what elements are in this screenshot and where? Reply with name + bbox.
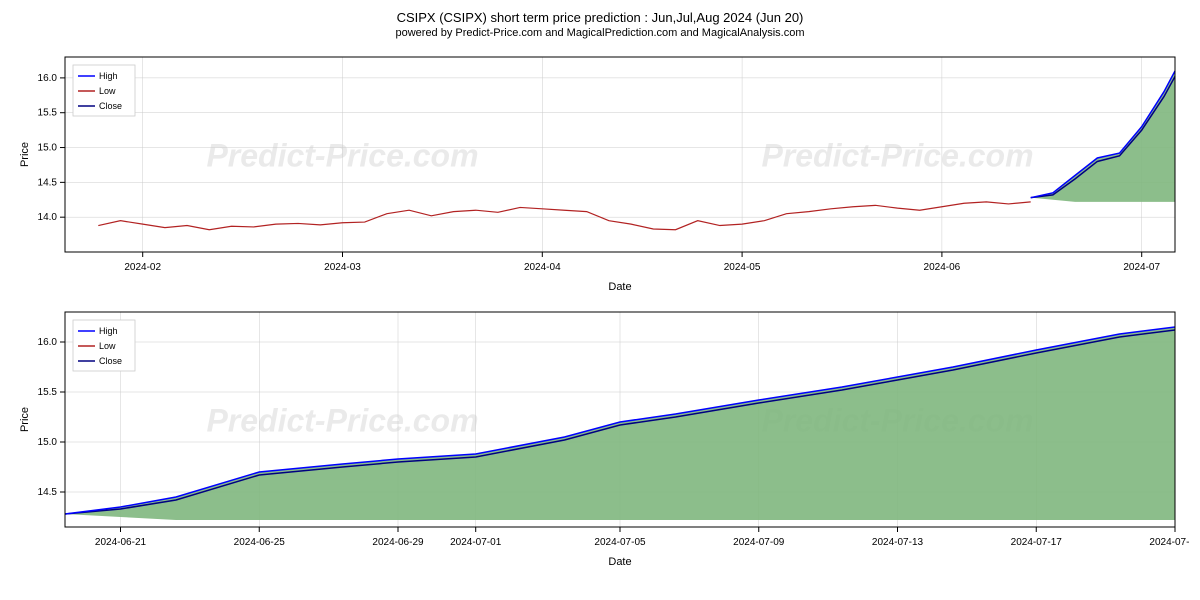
- svg-text:15.0: 15.0: [38, 143, 58, 154]
- svg-text:2024-07: 2024-07: [1123, 262, 1160, 273]
- svg-text:15.5: 15.5: [38, 108, 58, 119]
- svg-text:2024-06-29: 2024-06-29: [372, 537, 424, 548]
- upper-chart: 14.0 14.5 15.0 15.5 16.0 2024-02 2024-03 2024-0…: [10, 47, 1190, 302]
- lower-chart: 14.5 15.0 15.5 16.0 2024-06-21 2024-06-25 2024…: [10, 302, 1190, 577]
- svg-text:15.5: 15.5: [38, 387, 58, 398]
- svg-text:2024-06-25: 2024-06-25: [234, 537, 286, 548]
- svg-text:2024-07-17: 2024-07-17: [1011, 537, 1063, 548]
- svg-text:16.0: 16.0: [38, 337, 58, 348]
- svg-text:16.0: 16.0: [38, 73, 58, 84]
- svg-text:Predict-Price.com: Predict-Price.com: [206, 403, 478, 439]
- chart-title: CSIPX (CSIPX) short term price predictio…: [10, 10, 1190, 25]
- svg-text:High: High: [99, 71, 118, 81]
- svg-text:2024-06-21: 2024-06-21: [95, 537, 147, 548]
- svg-text:Low: Low: [99, 86, 116, 96]
- svg-text:2024-04: 2024-04: [524, 262, 561, 273]
- chart-subtitle: powered by Predict-Price.com and Magical…: [10, 27, 1190, 39]
- svg-text:2024-07-13: 2024-07-13: [872, 537, 924, 548]
- svg-text:Low: Low: [99, 341, 116, 351]
- svg-text:2024-07-05: 2024-07-05: [594, 537, 646, 548]
- svg-text:2024-05: 2024-05: [724, 262, 761, 273]
- svg-text:14.5: 14.5: [38, 177, 58, 188]
- svg-text:2024-07-09: 2024-07-09: [733, 537, 785, 548]
- svg-text:Date: Date: [608, 281, 631, 293]
- svg-text:15.0: 15.0: [38, 437, 58, 448]
- svg-text:2024-07-01: 2024-07-01: [450, 537, 502, 548]
- svg-text:2024-06: 2024-06: [924, 262, 961, 273]
- svg-text:2024-03: 2024-03: [324, 262, 361, 273]
- svg-text:Close: Close: [99, 101, 122, 111]
- svg-text:High: High: [99, 326, 118, 336]
- chart-wrapper: CSIPX (CSIPX) short term price predictio…: [10, 10, 1190, 577]
- svg-text:Price: Price: [19, 142, 31, 167]
- svg-text:Date: Date: [608, 556, 631, 568]
- svg-text:2024-07-21: 2024-07-21: [1149, 537, 1190, 548]
- svg-text:Predict-Price.com: Predict-Price.com: [206, 138, 478, 174]
- svg-text:Predict-Price.com: Predict-Price.com: [761, 138, 1033, 174]
- svg-text:14.0: 14.0: [38, 212, 58, 223]
- svg-text:14.5: 14.5: [38, 487, 58, 498]
- svg-text:Close: Close: [99, 356, 122, 366]
- svg-text:Price: Price: [19, 407, 31, 432]
- svg-text:2024-02: 2024-02: [124, 262, 161, 273]
